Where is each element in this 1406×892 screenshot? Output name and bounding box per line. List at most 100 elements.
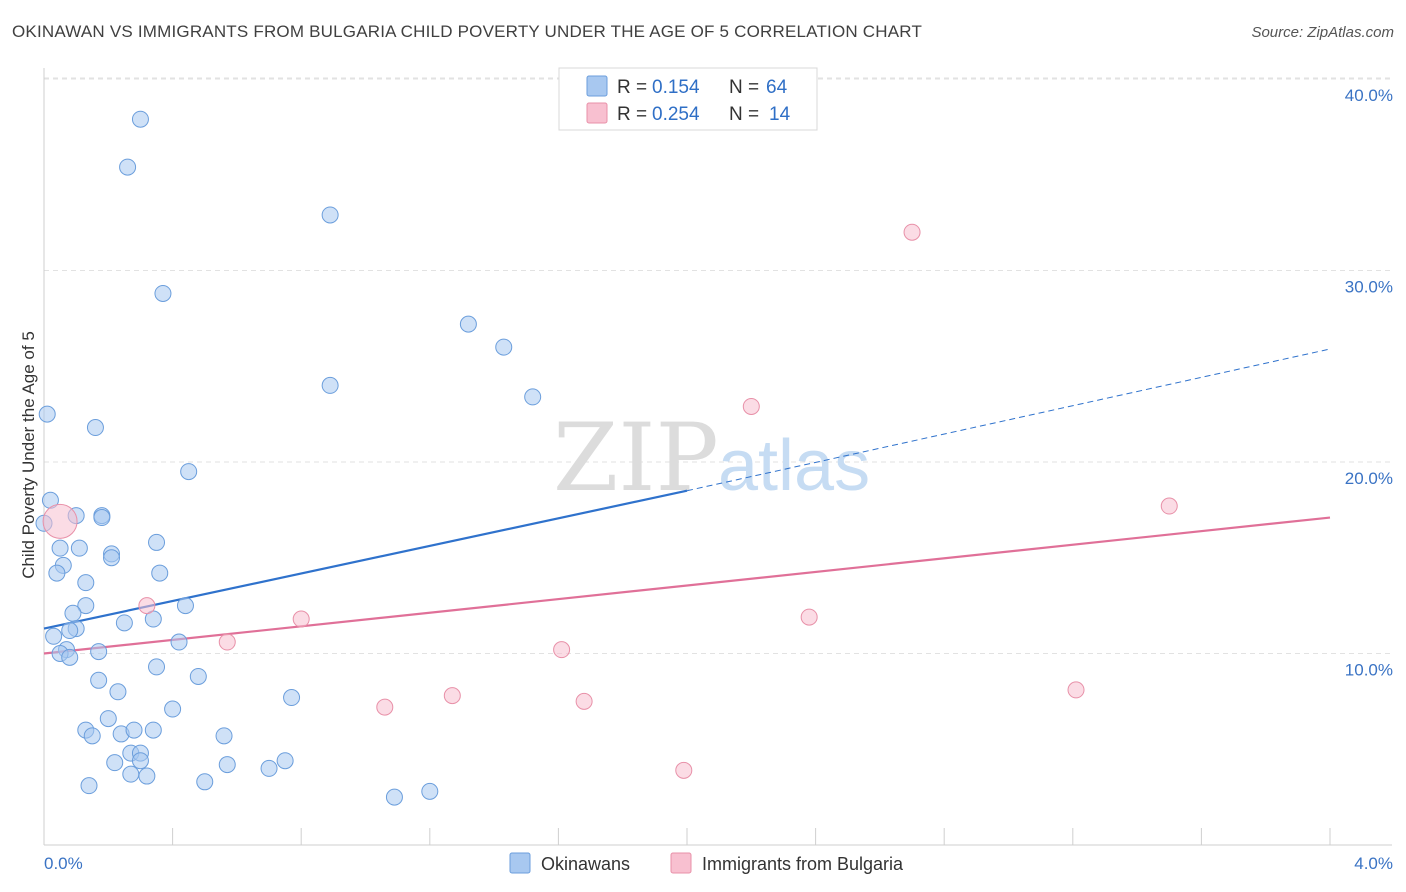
okinawan-point [196,773,214,791]
okinawan-point [48,564,66,582]
okinawan-point [385,788,403,806]
okinawan-point [524,388,542,406]
bulgaria-point [1160,497,1178,515]
legend-n-value-1: 64 [766,77,788,98]
okinawan-point [122,765,140,783]
okinawan-point [61,622,79,640]
okinawan-point [93,509,111,527]
x-tick-label: 0.0% [44,854,83,873]
grid-lines [44,77,1392,654]
okinawan-point [119,158,137,176]
series-swatch-bulgaria [670,852,692,874]
bulgaria-point [675,761,693,779]
okinawan-point [45,627,63,645]
okinawan-point [38,405,56,423]
okinawan-point [176,597,194,615]
watermark: ZIP atlas [553,404,870,513]
okinawan-point [215,727,233,745]
okinawan-point [148,658,166,676]
legend-n-label-2: N = [729,104,759,125]
bulgaria-point [903,223,921,241]
okinawan-point [154,284,172,302]
okinawan-point [321,376,339,394]
bulgaria-point [575,692,593,710]
y-tick-label: 10.0% [1345,661,1393,680]
legend-r-label-2: R = [617,104,647,125]
okinawan-point [131,110,149,128]
okinawan-point [283,689,301,707]
okinawan-point [109,683,127,701]
y-tick-label: 40.0% [1345,86,1393,105]
okinawan-point [148,533,166,551]
okinawan-point [77,574,95,592]
okinawan-point [90,671,108,689]
okinawan-point [321,206,339,224]
watermark-zip: ZIP [553,404,719,513]
okinawan-point [61,648,79,666]
stats-legend: R = 0.154 N = 64 R = 0.254 N = 14 [558,67,818,131]
watermark-atlas: atlas [718,426,870,506]
series-label-okinawans: Okinawans [541,854,630,874]
okinawan-point [138,767,156,785]
okinawan-point [90,643,108,661]
x-tick-labels: 0.0% 4.0% [44,854,1393,873]
legend-swatch-bulgaria [586,102,608,124]
okinawan-point [64,604,82,622]
y-tick-label: 20.0% [1345,469,1393,488]
legend-r-value-2: 0.254 [652,104,700,125]
okinawan-point [131,752,149,770]
okinawan-point [180,463,198,481]
okinawan-point [103,549,121,567]
okinawan-point [70,539,88,557]
okinawan-point [170,633,188,651]
bulgaria-point [42,503,78,539]
okinawan-point [86,419,104,437]
okinawan-point [276,752,294,770]
okinawan-point [144,721,162,739]
okinawan-point [77,597,95,615]
legend-r-label-1: R = [617,77,647,98]
okinawan-point [125,721,143,739]
okinawan-point [99,710,117,728]
okinawan-point [151,564,169,582]
okinawan-point [83,727,101,745]
okinawan-point [115,614,133,632]
bulgaria-point [292,610,310,628]
data-points [35,110,1178,806]
trend-line-extension-0 [686,348,1331,492]
y-tick-label: 30.0% [1345,278,1393,297]
okinawan-point [51,539,69,557]
bulgaria-point [553,641,571,659]
okinawan-point [189,667,207,685]
bulgaria-point [742,397,760,415]
okinawan-point [164,700,182,718]
series-label-bulgaria: Immigrants from Bulgaria [702,854,904,874]
chart-title: OKINAWAN VS IMMIGRANTS FROM BULGARIA CHI… [12,22,923,41]
series-swatch-okinawans [509,852,531,874]
axes [43,68,1392,846]
series-legend: Okinawans Immigrants from Bulgaria [509,852,904,874]
okinawan-point [106,754,124,772]
bulgaria-point [376,698,394,716]
bulgaria-point [138,597,156,615]
bulgaria-point [800,608,818,626]
okinawan-point [421,782,439,800]
legend-swatch-okinawans [586,75,608,97]
y-axis-label: Child Poverty Under the Age of 5 [19,331,38,579]
okinawan-point [459,315,477,333]
legend-n-label-1: N = [729,77,759,98]
bulgaria-point [443,687,461,705]
okinawan-point [80,777,98,795]
okinawan-point [260,759,278,777]
legend-r-value-1: 0.154 [652,77,700,98]
bulgaria-point [1067,681,1085,699]
okinawan-point [495,338,513,356]
legend-n-value-2: 14 [769,104,791,125]
bulgaria-point [218,633,236,651]
x-tick-label: 4.0% [1354,854,1393,873]
source-label: Source: ZipAtlas.com [1251,24,1394,41]
okinawan-point [218,756,236,774]
trend-line-1 [43,516,1331,655]
y-tick-labels: 10.0% 20.0% 30.0% 40.0% [1345,86,1393,680]
